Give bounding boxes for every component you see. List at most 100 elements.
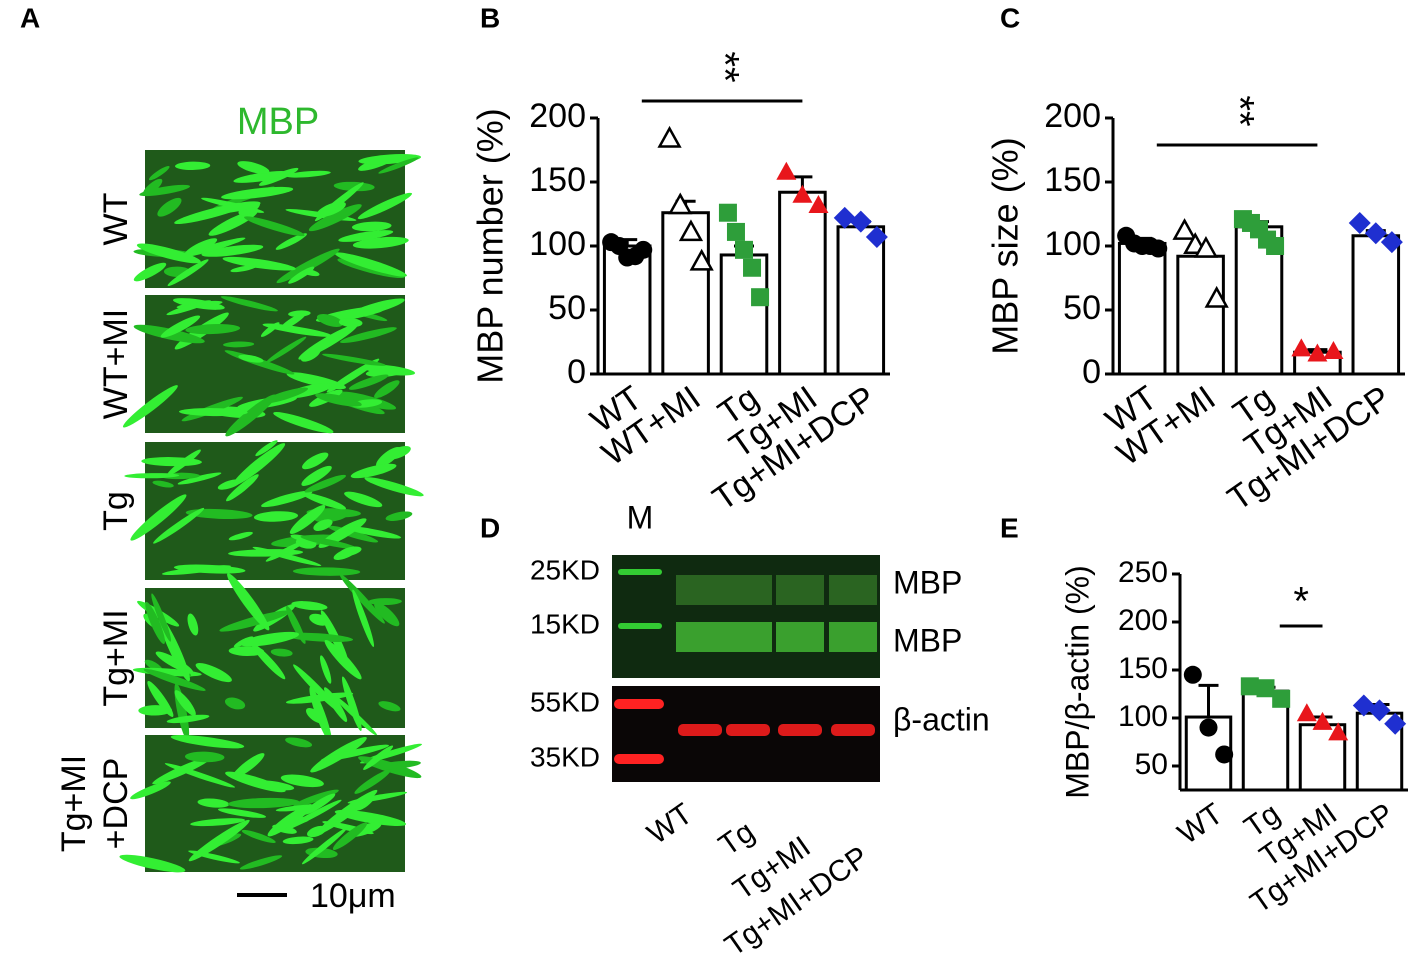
protein-band	[676, 575, 724, 605]
fiber	[261, 490, 313, 508]
fiber	[304, 474, 346, 493]
fiber	[344, 491, 383, 508]
protein-band	[726, 724, 770, 736]
fiber	[238, 354, 264, 363]
y-tick-label: 50	[1135, 748, 1168, 781]
fiber	[151, 593, 172, 642]
significance-label: *	[1293, 580, 1309, 624]
row-label: WT	[97, 193, 135, 246]
data-point	[689, 248, 714, 271]
row-label: Tg+MI	[97, 609, 135, 706]
fiber	[324, 639, 362, 680]
row-label: +DCP	[97, 758, 135, 850]
fiber	[260, 322, 280, 337]
y-axis-title: MBP size (%)	[985, 137, 1026, 354]
fiber	[221, 186, 294, 200]
protein-band	[724, 575, 772, 605]
fiber	[374, 380, 400, 399]
fiber	[230, 265, 257, 273]
fiber	[166, 714, 210, 724]
protein-band	[776, 622, 824, 652]
fiber	[244, 216, 305, 237]
fiber	[288, 266, 315, 284]
fiber	[309, 686, 332, 743]
y-tick-label: 150	[529, 161, 586, 199]
fiber	[322, 353, 386, 366]
fiber	[285, 737, 313, 748]
fiber	[338, 230, 394, 242]
fiber	[155, 651, 194, 674]
fiber	[197, 798, 230, 808]
fiber	[300, 535, 358, 550]
fiber	[355, 795, 375, 811]
fiber	[351, 221, 392, 232]
data-point	[1272, 689, 1291, 708]
significance-label: **	[1218, 95, 1262, 126]
fiber	[308, 204, 362, 232]
band-label: MBP	[893, 564, 962, 600]
fiber	[332, 694, 378, 736]
fiber	[239, 855, 283, 870]
ladder-band	[614, 699, 664, 709]
data-point	[668, 192, 693, 215]
y-axis-title: MBP number (%)	[470, 108, 511, 383]
fiber	[142, 178, 163, 196]
fiber	[239, 631, 300, 647]
fiber	[166, 300, 211, 316]
fiber	[213, 201, 261, 214]
data-point	[735, 240, 753, 259]
bar	[1351, 234, 1401, 376]
fiber	[232, 443, 286, 486]
fiber	[222, 341, 255, 348]
row-label: Tg+MI	[55, 755, 93, 852]
fiber	[174, 161, 211, 171]
fiber	[122, 385, 178, 428]
fiber	[365, 368, 404, 378]
data-point	[657, 125, 682, 148]
fiber	[314, 182, 364, 222]
fiber	[148, 165, 170, 181]
data-point	[1328, 722, 1349, 741]
fiber	[301, 827, 347, 865]
fiber	[237, 161, 270, 174]
ladder-band	[614, 754, 664, 764]
micrograph-fibers	[132, 573, 402, 743]
data-point	[1240, 677, 1259, 696]
fiber	[378, 157, 419, 174]
fiber	[219, 610, 291, 632]
protein-band	[778, 724, 822, 736]
fiber	[178, 408, 248, 417]
fiber	[185, 324, 241, 335]
fiber	[136, 243, 201, 264]
bar	[778, 190, 827, 376]
data-point	[1384, 712, 1407, 735]
data-point	[751, 288, 770, 307]
y-tick-label: 200	[1044, 97, 1101, 135]
bar	[1176, 254, 1225, 376]
fiber	[374, 602, 400, 627]
fiber	[222, 256, 296, 271]
data-point	[1199, 718, 1218, 737]
y-tick-label: 0	[1082, 353, 1101, 391]
fiber	[147, 680, 174, 718]
fiber	[378, 701, 401, 712]
fiber	[226, 474, 259, 502]
fiber	[293, 664, 340, 713]
fiber	[227, 573, 270, 631]
micrograph-fibers	[119, 734, 422, 873]
fiber	[307, 825, 327, 838]
fiber	[286, 692, 354, 704]
fiber	[289, 505, 326, 534]
data-point	[1380, 231, 1403, 254]
data-point	[833, 206, 856, 229]
y-tick-label: 100	[1044, 225, 1101, 263]
fiber	[375, 760, 421, 770]
fiber	[130, 494, 187, 541]
micrograph-fibers	[133, 154, 421, 286]
fiber	[376, 446, 401, 468]
fiber	[161, 565, 232, 575]
fiber	[354, 769, 391, 794]
data-point	[865, 226, 888, 249]
fiber	[170, 734, 245, 749]
